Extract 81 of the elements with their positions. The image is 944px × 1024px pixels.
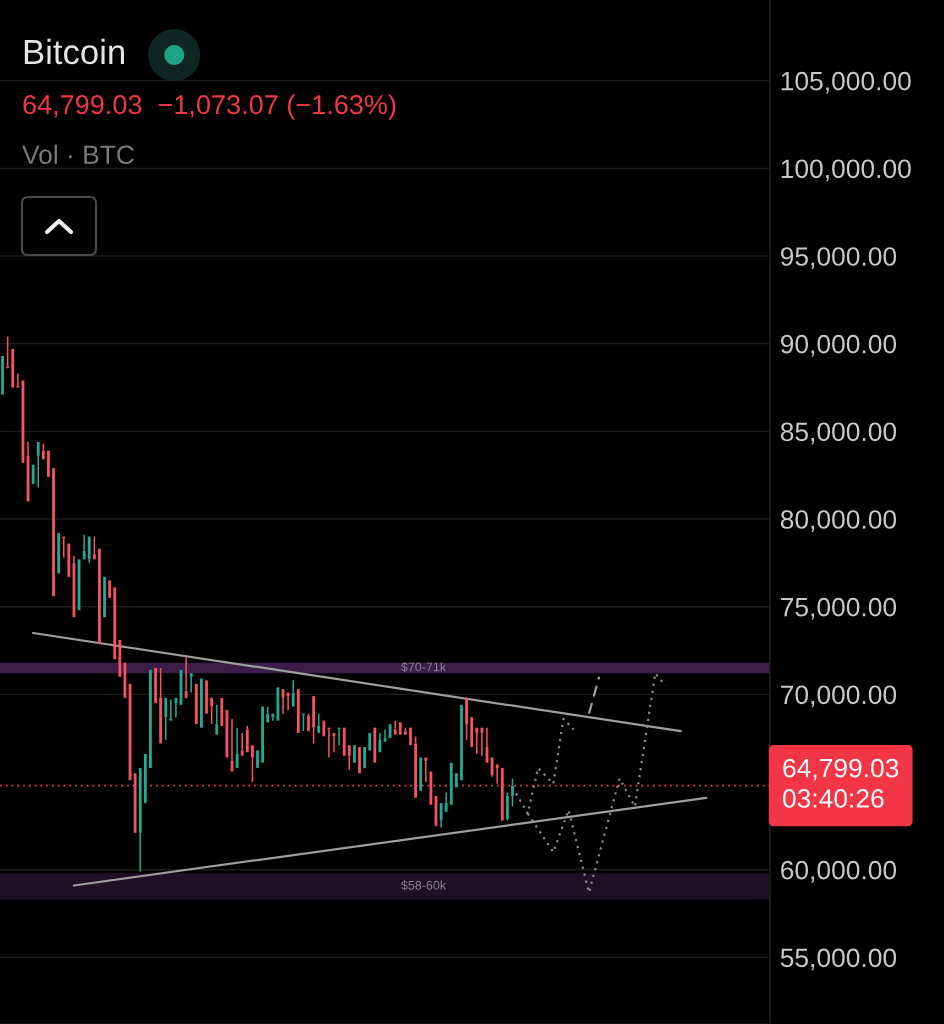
ref-line-label: 64,799.03 03:40:26	[783, 758, 899, 808]
candlestick	[480, 727, 484, 757]
candlestick	[1, 355, 4, 395]
text: Bitcoin	[24, 38, 124, 65]
candlestick	[118, 640, 122, 677]
candlestick	[52, 468, 55, 597]
candlestick	[31, 464, 35, 484]
candlestick	[189, 673, 193, 694]
candlestick	[113, 587, 117, 660]
y-tick-label: 95,000.00	[780, 247, 897, 269]
candlestick	[159, 667, 163, 744]
candlestick	[184, 656, 188, 698]
candlestick	[470, 717, 474, 747]
y-tick-label: 100,000.00	[781, 159, 911, 182]
candlestick	[388, 724, 392, 739]
candlestick	[322, 720, 326, 737]
candlestick	[143, 753, 147, 804]
candlestick	[495, 764, 499, 785]
candlestick	[103, 576, 106, 618]
candlestick	[220, 697, 224, 726]
candlestick	[378, 732, 382, 753]
candlestick	[409, 727, 412, 746]
candlestick	[251, 745, 254, 783]
candlestick	[164, 697, 168, 741]
annotation: Vol · BTC	[22, 144, 134, 165]
y-tick-label: 70,000.00	[781, 685, 897, 708]
candlestick	[393, 719, 397, 735]
candlestick	[398, 722, 402, 735]
candlestick	[429, 771, 433, 805]
candlestick	[368, 732, 372, 751]
candlestick	[16, 372, 20, 388]
candlestick	[6, 335, 10, 369]
candlestick	[261, 706, 265, 763]
candlestick	[500, 768, 504, 821]
candlestick	[47, 450, 50, 477]
candlestick	[240, 732, 244, 756]
candlestick	[36, 441, 40, 489]
candlestick	[154, 668, 157, 704]
text: 64,799.03 −1,073.07 (−1.63%)	[23, 94, 396, 120]
candlestick	[98, 548, 101, 644]
band-label: $58-60k	[401, 880, 447, 891]
band-label: $70-71k	[401, 662, 447, 673]
candlestick	[296, 689, 300, 733]
candlestick	[108, 580, 112, 598]
candlestick	[138, 768, 142, 873]
candlestick	[444, 791, 448, 812]
y-tick-label: 60,000.00	[781, 860, 897, 883]
candlestick	[87, 536, 91, 564]
candlestick	[169, 698, 173, 721]
y-tick-label: 90,000.00	[780, 334, 897, 357]
candlestick	[82, 534, 86, 560]
candlestick	[358, 746, 361, 774]
candlestick	[353, 745, 356, 763]
candlestick	[271, 713, 275, 722]
candlestick	[373, 727, 377, 763]
candlestick	[57, 533, 61, 574]
candlestick	[11, 348, 15, 388]
candlestick	[419, 757, 423, 791]
candlestick	[286, 692, 290, 711]
y-tick-label: 80,000.00	[780, 510, 897, 532]
candlestick	[194, 683, 198, 725]
candlestick	[149, 669, 152, 768]
candlestick	[342, 727, 346, 756]
y-tick-label: 75,000.00	[781, 597, 897, 620]
y-tick-label: 55,000.00	[780, 948, 897, 971]
candlestick	[363, 746, 366, 768]
y-tick-label: 105,000.00	[781, 71, 911, 94]
y-tick-label: 85,000.00	[780, 422, 897, 445]
candlestick	[215, 704, 219, 735]
candlestick	[475, 727, 479, 755]
candlestick	[291, 679, 295, 707]
candlestick	[449, 762, 453, 805]
candlestick	[205, 680, 208, 714]
candlestick	[200, 678, 203, 728]
candlestick	[454, 773, 458, 788]
candlestick	[424, 757, 428, 783]
candlestick	[256, 750, 259, 768]
candlestick	[235, 726, 239, 768]
candlestick	[133, 773, 137, 833]
candlestick	[460, 704, 463, 781]
candlestick	[67, 543, 71, 577]
